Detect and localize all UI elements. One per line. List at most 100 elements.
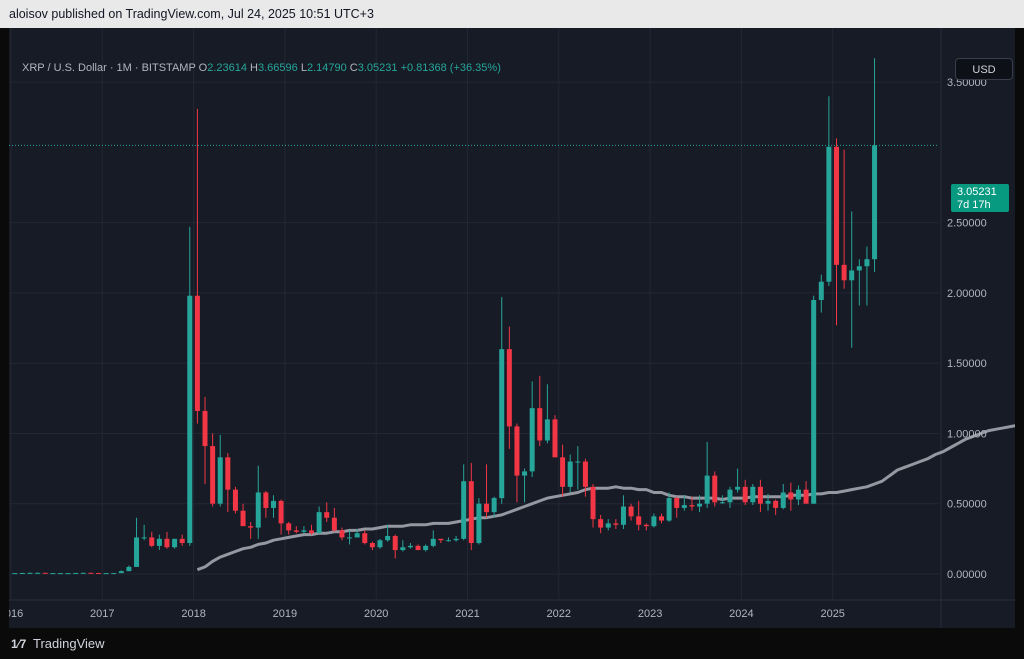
candle-body — [156, 538, 162, 546]
candle-body — [309, 530, 315, 534]
moving-average-line — [196, 424, 1015, 572]
candle-body — [773, 500, 779, 508]
y-axis: 0.00000 0.50000 1.00000 1.50000 2.00000 2.500… — [947, 77, 987, 581]
candle-body — [582, 461, 588, 487]
candle-body — [217, 457, 223, 504]
tradingview-logo-icon[interactable]: 1⁄7 — [11, 637, 27, 651]
candle-body — [392, 536, 398, 551]
candle-body — [651, 516, 657, 527]
x-tick-label: 2020 — [364, 608, 388, 620]
high-value: 3.66596 — [258, 62, 298, 74]
candle-body — [50, 573, 56, 575]
candle-body — [818, 281, 824, 300]
x-tick-label: 2019 — [273, 608, 297, 620]
candle-body — [369, 543, 375, 548]
candle-layer — [12, 58, 878, 575]
candle-body — [468, 481, 474, 544]
candle-body — [232, 489, 238, 511]
change-value: +0.81368 (+36.35%) — [400, 62, 501, 74]
x-axis: 2016 2017 2018 2019 2020 2021 2022 2023 2024 2025 — [9, 608, 845, 620]
candle-body — [103, 573, 109, 575]
candle-body — [331, 517, 337, 531]
candle-body — [141, 537, 147, 539]
x-tick-label: 2018 — [181, 608, 205, 620]
candle-body — [225, 457, 231, 490]
candle-body — [757, 486, 763, 504]
candle-body — [35, 572, 41, 574]
candle-body — [347, 537, 353, 539]
currency-button[interactable]: USD — [955, 58, 1013, 80]
grid-layer — [9, 28, 1015, 628]
candle-body — [423, 545, 429, 551]
candle-body — [484, 503, 490, 513]
candle-body — [620, 506, 626, 525]
candle-body — [856, 266, 862, 271]
candle-body — [65, 573, 71, 575]
symbol-legend: XRP / U.S. Dollar · 1M · BITSTAMP O2.236… — [22, 62, 501, 74]
candle-body — [628, 506, 634, 517]
high-label: H — [250, 62, 258, 74]
candle-body — [210, 446, 216, 504]
candle-body — [704, 475, 710, 504]
candle-body — [172, 538, 178, 548]
candle-body — [377, 540, 383, 548]
candle-body — [795, 489, 801, 500]
candle-body — [735, 486, 741, 490]
candle-body — [727, 489, 733, 503]
candle-body — [491, 498, 497, 513]
candle-body — [636, 516, 642, 525]
candle-body — [674, 498, 680, 508]
candle-body — [354, 533, 360, 538]
candle-body — [712, 475, 718, 503]
candle-body — [476, 503, 482, 544]
candle-body — [339, 530, 345, 538]
y-tick-label: 2.50000 — [947, 218, 987, 230]
candle-body — [293, 530, 299, 532]
candle-body — [88, 572, 94, 574]
x-tick-label: 2016 — [9, 608, 23, 620]
footer-brand[interactable]: TradingView — [33, 636, 105, 651]
candle-body — [544, 419, 550, 441]
candle-body — [415, 545, 421, 551]
candle-body — [849, 270, 855, 281]
publish-bar: aloisov published on TradingView.com, Ju… — [0, 0, 1024, 28]
close-value: 3.05231 — [357, 62, 398, 74]
candle-body — [202, 410, 208, 447]
candle-body — [126, 566, 132, 572]
candle-body — [590, 486, 596, 520]
candle-body — [407, 545, 413, 548]
candle-body — [453, 538, 459, 541]
candle-body — [514, 426, 520, 476]
chart-svg[interactable]: 0.00000 0.50000 1.00000 1.50000 2.00000 2.500… — [9, 28, 1015, 628]
candle-body — [430, 538, 436, 546]
candle-body — [134, 537, 140, 567]
candle-body — [666, 498, 672, 521]
candle-body — [575, 461, 581, 463]
candle-body — [73, 572, 79, 574]
candle-body — [780, 492, 786, 508]
candle-body — [27, 572, 33, 574]
candle-body — [385, 536, 391, 541]
candle-body — [872, 145, 878, 260]
candle-body — [750, 486, 756, 503]
candle-body — [179, 538, 185, 544]
candle-body — [689, 505, 695, 507]
candle-body — [255, 492, 261, 528]
candle-body — [194, 295, 200, 411]
candle-body — [598, 519, 604, 528]
candle-body — [111, 573, 117, 575]
symbol-name[interactable]: XRP / U.S. Dollar · 1M · BITSTAMP — [22, 62, 196, 74]
candle-body — [270, 500, 276, 508]
chart-panel[interactable]: 0.00000 0.50000 1.00000 1.50000 2.00000 2.500… — [9, 28, 1015, 628]
candle-body — [613, 523, 619, 525]
candle-body — [811, 299, 817, 504]
candle-body — [149, 537, 155, 546]
candle-body — [742, 486, 748, 503]
x-tick-label: 2021 — [455, 608, 479, 620]
candle-body — [522, 471, 528, 476]
candle-body — [697, 503, 703, 507]
candle-body — [537, 408, 543, 441]
candle-body — [164, 538, 170, 548]
open-value: 2.23614 — [207, 62, 247, 74]
